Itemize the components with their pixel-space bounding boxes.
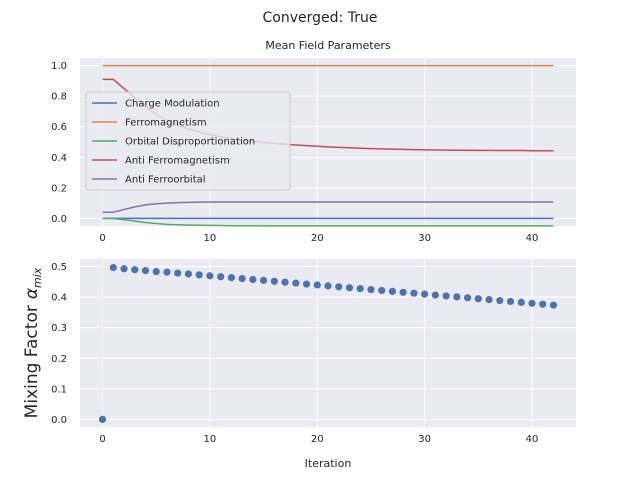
x-tick-label: 10 <box>204 233 217 244</box>
scatter-point <box>442 292 450 300</box>
y-axis-label-subscript: mix <box>31 267 44 288</box>
y-axis-label-text: Mixing Factor <box>22 305 42 418</box>
y-tick-label: 0.2 <box>51 354 67 365</box>
scatter-point <box>474 295 482 303</box>
grid <box>80 259 576 427</box>
scatter-point <box>367 285 375 294</box>
scatter-point <box>378 286 386 295</box>
x-tick-label: 30 <box>418 434 431 445</box>
scatter-point <box>506 297 515 306</box>
axes-title: Mean Field Parameters <box>265 39 391 52</box>
scatter-point <box>324 282 332 290</box>
scatter-point <box>174 269 182 277</box>
y-tick-label: 0.3 <box>51 323 67 334</box>
legend-item-ferromagnetism: Ferromagnetism <box>92 118 207 129</box>
scatter-point <box>120 265 128 273</box>
scatter-points <box>98 263 558 423</box>
scatter-point <box>549 301 558 309</box>
scatter-point <box>141 267 150 275</box>
scatter-point <box>163 268 171 276</box>
scatter-point <box>109 263 117 272</box>
x-tick-label: 30 <box>418 233 431 244</box>
scatter-point <box>528 299 536 307</box>
x-tick-label: 0 <box>99 434 105 445</box>
y-tick-label: 0.4 <box>51 293 67 304</box>
y-tick-label: 0.0 <box>51 214 67 225</box>
scatter-point <box>206 272 214 280</box>
x-tick-label: 0 <box>99 233 105 244</box>
scatter-point <box>313 281 321 289</box>
scatter-point <box>463 294 472 302</box>
scatter-point <box>281 278 289 286</box>
x-tick-labels: 0 10 20 30 40 <box>99 233 538 244</box>
legend-label: Orbital Disproportionation <box>125 137 255 148</box>
y-tick-label: 0.4 <box>51 153 67 164</box>
legend-frame <box>85 91 291 191</box>
scatter-point <box>485 296 493 304</box>
legend-label: Charge Modulation <box>125 99 220 110</box>
scatter-point <box>292 279 300 287</box>
scatter-point <box>431 291 439 299</box>
scatter-point <box>356 285 364 293</box>
x-tick-labels: 0 10 20 30 40 <box>99 434 538 445</box>
legend-item-orbital-disproportionation: Orbital Disproportionation <box>92 137 255 148</box>
scatter-point <box>249 275 257 284</box>
scatter-point <box>388 287 397 295</box>
series-line-anti-ferroorbital <box>102 201 554 213</box>
scatter-point <box>345 284 354 292</box>
y-axis-label: Mixing Factor αmix <box>22 267 44 418</box>
x-tick-label: 40 <box>526 233 539 244</box>
y-tick-label: 0.2 <box>51 183 67 194</box>
mean-field-parameters-axes: 0 10 20 30 40 0.0 0.2 0.4 0.6 0.8 1.0 Mean Field … <box>51 39 576 244</box>
y-axis-label-symbol: α <box>22 288 42 299</box>
scatter-point <box>98 415 107 423</box>
series-lines <box>102 64 554 227</box>
legend-item-anti-ferromagnetism: Anti Ferromagnetism <box>92 156 230 167</box>
scatter-point <box>335 283 343 291</box>
x-tick-label: 10 <box>204 434 217 445</box>
scatter-point <box>496 296 504 305</box>
scatter-point <box>421 290 429 298</box>
y-tick-label: 1.0 <box>51 61 67 72</box>
x-tick-label: 40 <box>526 434 539 445</box>
scatter-point <box>238 274 246 283</box>
scatter-point <box>131 266 139 274</box>
y-tick-label: 0.8 <box>51 92 67 103</box>
scatter-point <box>399 288 407 296</box>
legend-item-charge-modulation: Charge Modulation <box>92 99 220 110</box>
y-tick-label: 0.5 <box>51 262 67 273</box>
legend-label: Anti Ferromagnetism <box>125 156 230 167</box>
y-tick-label: 0.0 <box>51 415 67 426</box>
legend-items: Charge Modulation Ferromagnetism Orbital D… <box>92 99 255 186</box>
legend-label: Ferromagnetism <box>125 118 207 129</box>
scatter-point <box>259 276 268 284</box>
y-tick-label: 0.6 <box>51 122 67 133</box>
scatter-point <box>270 277 278 285</box>
y-tick-label: 0.1 <box>51 384 67 395</box>
scatter-point <box>410 289 418 297</box>
scatter-point <box>217 273 225 281</box>
x-axis-label: Iteration <box>305 457 352 470</box>
legend: Charge Modulation Ferromagnetism Orbital D… <box>85 91 291 191</box>
x-tick-label: 20 <box>311 434 324 445</box>
scatter-point <box>517 298 525 306</box>
legend-label: Anti Ferroorbital <box>125 175 206 186</box>
scatter-point <box>539 300 547 308</box>
mixing-factor-axes: 0 10 20 30 40 0.0 0.1 0.2 0.3 0.4 0.5 Iteration M… <box>22 259 576 470</box>
legend-item-anti-ferroorbital: Anti Ferroorbital <box>92 175 206 186</box>
scatter-point <box>195 271 203 279</box>
figure-suptitle: Converged: True <box>263 10 378 26</box>
scatter-point <box>152 267 160 276</box>
scatter-point <box>302 280 311 288</box>
y-tick-labels: 0.0 0.2 0.4 0.6 0.8 1.0 <box>51 61 67 225</box>
series-line-orbital-disproportionation <box>102 217 554 227</box>
scatter-point <box>227 274 235 282</box>
scatter-point <box>453 293 461 301</box>
x-tick-label: 20 <box>311 233 324 244</box>
scatter-point <box>184 270 193 278</box>
y-tick-labels: 0.0 0.1 0.2 0.3 0.4 0.5 <box>51 262 67 426</box>
